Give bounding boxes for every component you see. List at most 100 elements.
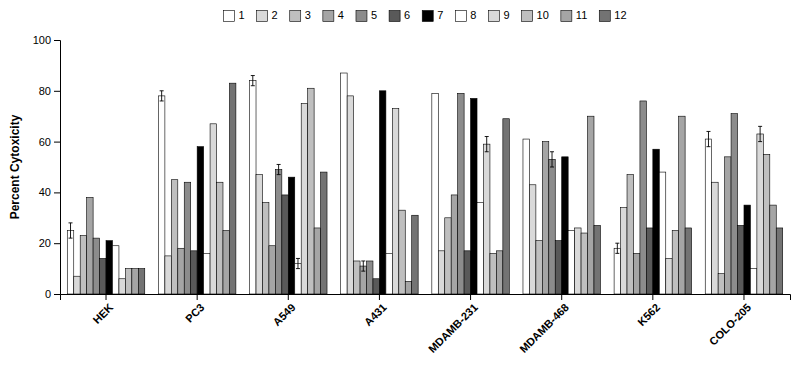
bar (633, 253, 639, 294)
error-bar (706, 131, 710, 146)
y-tick-label: 20 (39, 237, 51, 249)
bar (354, 261, 360, 294)
bar (523, 139, 529, 294)
legend-label: 10 (537, 9, 549, 21)
bar (321, 172, 327, 294)
x-tick-label: K562 (635, 301, 662, 328)
x-tick: PC3 (183, 294, 207, 325)
bar (379, 91, 385, 294)
bar (731, 114, 737, 294)
legend-swatch (389, 11, 400, 22)
bar (432, 93, 438, 294)
bar (458, 93, 464, 294)
bar (627, 175, 633, 294)
bar (223, 231, 229, 295)
bar (757, 134, 763, 294)
bar (568, 231, 574, 295)
series (100, 195, 744, 294)
bar (679, 116, 685, 294)
legend-item: 11 (561, 9, 587, 22)
y-tick: 60 (39, 136, 60, 148)
bar (685, 228, 691, 294)
bar (705, 139, 711, 294)
y-tick-label: 0 (45, 288, 51, 300)
bar (464, 251, 470, 294)
legend-item: 5 (356, 9, 377, 22)
y-tick: 40 (39, 186, 60, 198)
bar (614, 248, 620, 294)
legend-label: 3 (305, 9, 311, 21)
bar (646, 228, 652, 294)
bar (776, 228, 782, 294)
legend-item: 9 (488, 9, 509, 22)
bar (367, 261, 373, 294)
x-tick-mark (652, 294, 653, 300)
bar (119, 279, 125, 294)
legend-label: 1 (238, 9, 244, 21)
y-tick-label: 80 (39, 85, 51, 97)
bar (301, 104, 307, 295)
bar (750, 269, 756, 294)
legend-swatch (455, 11, 466, 22)
x-tick: K562 (635, 294, 662, 328)
error-bar (615, 243, 619, 253)
bar (308, 88, 314, 294)
series (125, 88, 769, 294)
legend-swatch (323, 11, 334, 22)
bar (217, 182, 223, 294)
legend-swatch (356, 11, 367, 22)
y-tick-mark (54, 91, 60, 92)
error-bar (758, 126, 762, 141)
y-tick: 20 (39, 237, 60, 249)
legend-swatch (488, 11, 499, 22)
bar (594, 225, 600, 294)
legend-item: 4 (323, 9, 344, 22)
bar (386, 253, 392, 294)
bar (112, 246, 118, 294)
bar (197, 147, 203, 294)
bar (204, 253, 210, 294)
x-tick: A549 (271, 294, 298, 328)
x-tick-label: MDAMB-468 (517, 301, 571, 355)
bar (640, 101, 646, 294)
bar (165, 256, 171, 294)
series (119, 104, 763, 295)
bar (712, 182, 718, 294)
x-tick-mark (743, 294, 744, 300)
bar (725, 157, 731, 294)
y-tick-label: 60 (39, 136, 51, 148)
error-bar (160, 91, 164, 101)
legend-label: 4 (338, 9, 344, 21)
bar (288, 177, 294, 294)
y-tick-label: 40 (39, 186, 51, 198)
bar (210, 124, 216, 294)
error-bar (277, 164, 281, 174)
legend-label: 2 (272, 9, 278, 21)
bar (80, 236, 86, 294)
x-tick-mark (197, 294, 198, 300)
bar (341, 73, 347, 294)
bar (282, 195, 288, 294)
bar (536, 241, 542, 294)
x-tick-label: COLO-205 (707, 301, 754, 348)
error-bar (361, 261, 365, 271)
bar (555, 241, 561, 294)
y-tick: 0 (45, 288, 60, 300)
legend-label: 11 (576, 9, 587, 21)
bar (87, 197, 93, 294)
bar (132, 269, 138, 294)
x-tick: COLO-205 (707, 294, 754, 348)
bar (744, 205, 750, 294)
bar (125, 269, 131, 294)
x-tick-label: A549 (271, 301, 298, 328)
marks (67, 73, 782, 294)
bar (718, 274, 724, 294)
legend-item: 8 (455, 9, 476, 22)
series (132, 116, 776, 294)
legend-swatch (561, 11, 572, 22)
legend-item: 3 (290, 9, 311, 22)
bar (392, 109, 398, 294)
y-tick-mark (54, 40, 60, 41)
series (67, 73, 711, 294)
bar (373, 279, 379, 294)
